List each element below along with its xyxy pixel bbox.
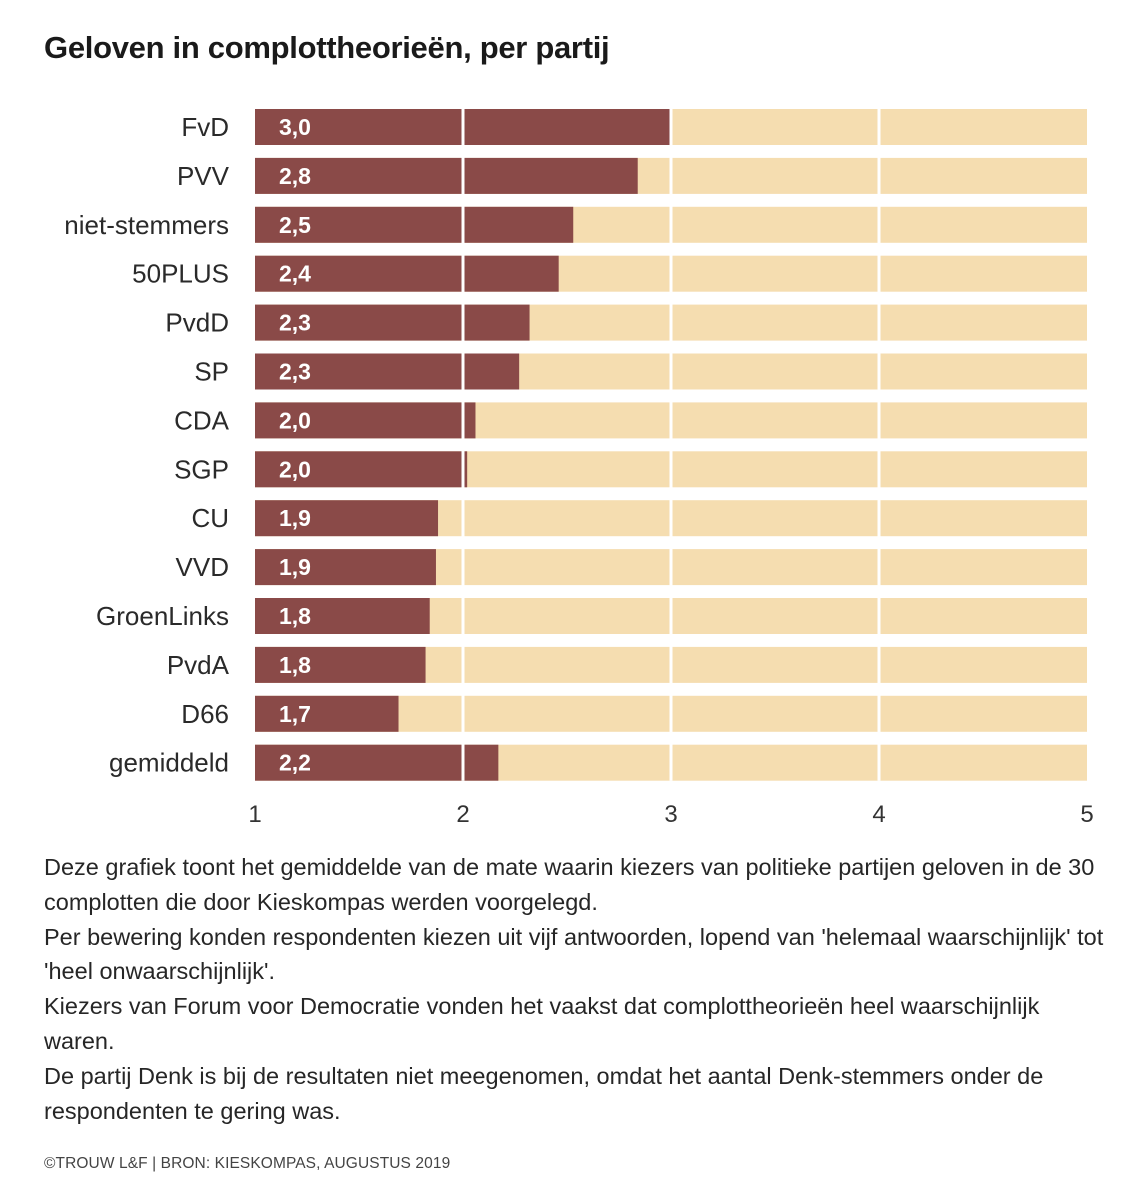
category-label-50plus: 50PLUS <box>132 259 229 289</box>
x-tick-label-2: 2 <box>456 801 469 828</box>
bar-pvdd <box>255 304 530 341</box>
bar-sp <box>255 353 520 390</box>
value-labels: 3,0 2,8 2,5 2,4 2,3 2,3 2,0 2,0 1,9 1,9 1,8 1,8 1,7 2… <box>279 114 311 776</box>
description-paragraph-2: Per bewering konden respondenten kiezen … <box>44 923 1104 985</box>
bar-d66 <box>255 695 399 732</box>
category-label-pvda: PvdA <box>167 650 230 680</box>
category-label-pvv: PVV <box>177 161 230 191</box>
category-label-vvd: VVD <box>176 552 229 582</box>
value-label-fvd: 3,0 <box>279 114 311 140</box>
bar-niet-stemmers <box>255 206 574 243</box>
bar-50plus <box>255 255 559 292</box>
chart-title: Geloven in complottheorieën, per partij <box>44 30 610 65</box>
category-label-sgp: SGP <box>174 454 229 484</box>
category-label-groenlinks: GroenLinks <box>96 601 229 631</box>
category-label-cda: CDA <box>174 405 230 435</box>
bar-chart: 3,0 2,8 2,5 2,4 2,3 2,3 2,0 2,0 1,9 1,9 1,8 1,8 1,7 2… <box>64 109 1094 828</box>
bar-cu <box>255 500 439 537</box>
category-label-d66: D66 <box>181 699 229 729</box>
category-label-fvd: FvD <box>181 112 229 142</box>
category-label-cu: CU <box>191 503 229 533</box>
bar-gemiddeld <box>255 744 499 781</box>
value-label-sgp: 2,0 <box>279 456 311 482</box>
bar-pvv <box>255 157 638 194</box>
value-label-cda: 2,0 <box>279 407 311 433</box>
value-label-50plus: 2,4 <box>279 261 311 287</box>
description-paragraph-4: De partij Denk is bij de resultaten niet… <box>44 1062 1044 1124</box>
value-label-pvv: 2,8 <box>279 163 311 189</box>
chart-description: Deze grafiek toont het gemiddelde van de… <box>44 850 1104 1128</box>
bar-pvda <box>255 646 426 683</box>
bar-vvd <box>255 549 436 586</box>
bar-groenlinks <box>255 598 430 634</box>
value-label-cu: 1,9 <box>279 505 311 531</box>
category-label-pvdd: PvdD <box>165 308 229 338</box>
description-paragraph-3: Kiezers van Forum voor Democratie vonden… <box>44 993 1040 1054</box>
value-label-groenlinks: 1,8 <box>279 603 311 629</box>
x-tick-label-3: 3 <box>664 801 677 828</box>
value-label-vvd: 1,9 <box>279 554 311 580</box>
value-label-gemiddeld: 2,2 <box>279 750 311 776</box>
category-label-gemiddeld: gemiddeld <box>109 748 229 778</box>
category-label-niet-stemmers: niet-stemmers <box>64 210 229 240</box>
value-label-pvda: 1,8 <box>279 652 311 678</box>
value-label-pvdd: 2,3 <box>279 310 311 336</box>
bar-sgp <box>255 451 468 488</box>
x-tick-label-4: 4 <box>872 801 885 828</box>
x-axis-ticks: 1 2 3 4 5 <box>248 801 1093 828</box>
x-tick-label-1: 1 <box>248 801 261 828</box>
value-label-d66: 1,7 <box>279 701 311 727</box>
bar-cda <box>255 402 476 439</box>
description-paragraph-1: Deze grafiek toont het gemiddelde van de… <box>44 854 1095 915</box>
category-label-sp: SP <box>194 357 229 387</box>
value-label-niet-stemmers: 2,5 <box>279 212 311 238</box>
category-labels: FvD PVV niet-stemmers 50PLUS PvdD SP CDA SGP CU V… <box>64 112 229 778</box>
source-credit: ©TROUW L&F | BRON: KIESKOMPAS, AUGUSTUS … <box>44 1155 451 1172</box>
value-label-sp: 2,3 <box>279 359 311 385</box>
grid-lines <box>461 109 881 781</box>
x-tick-label-5: 5 <box>1080 801 1093 828</box>
